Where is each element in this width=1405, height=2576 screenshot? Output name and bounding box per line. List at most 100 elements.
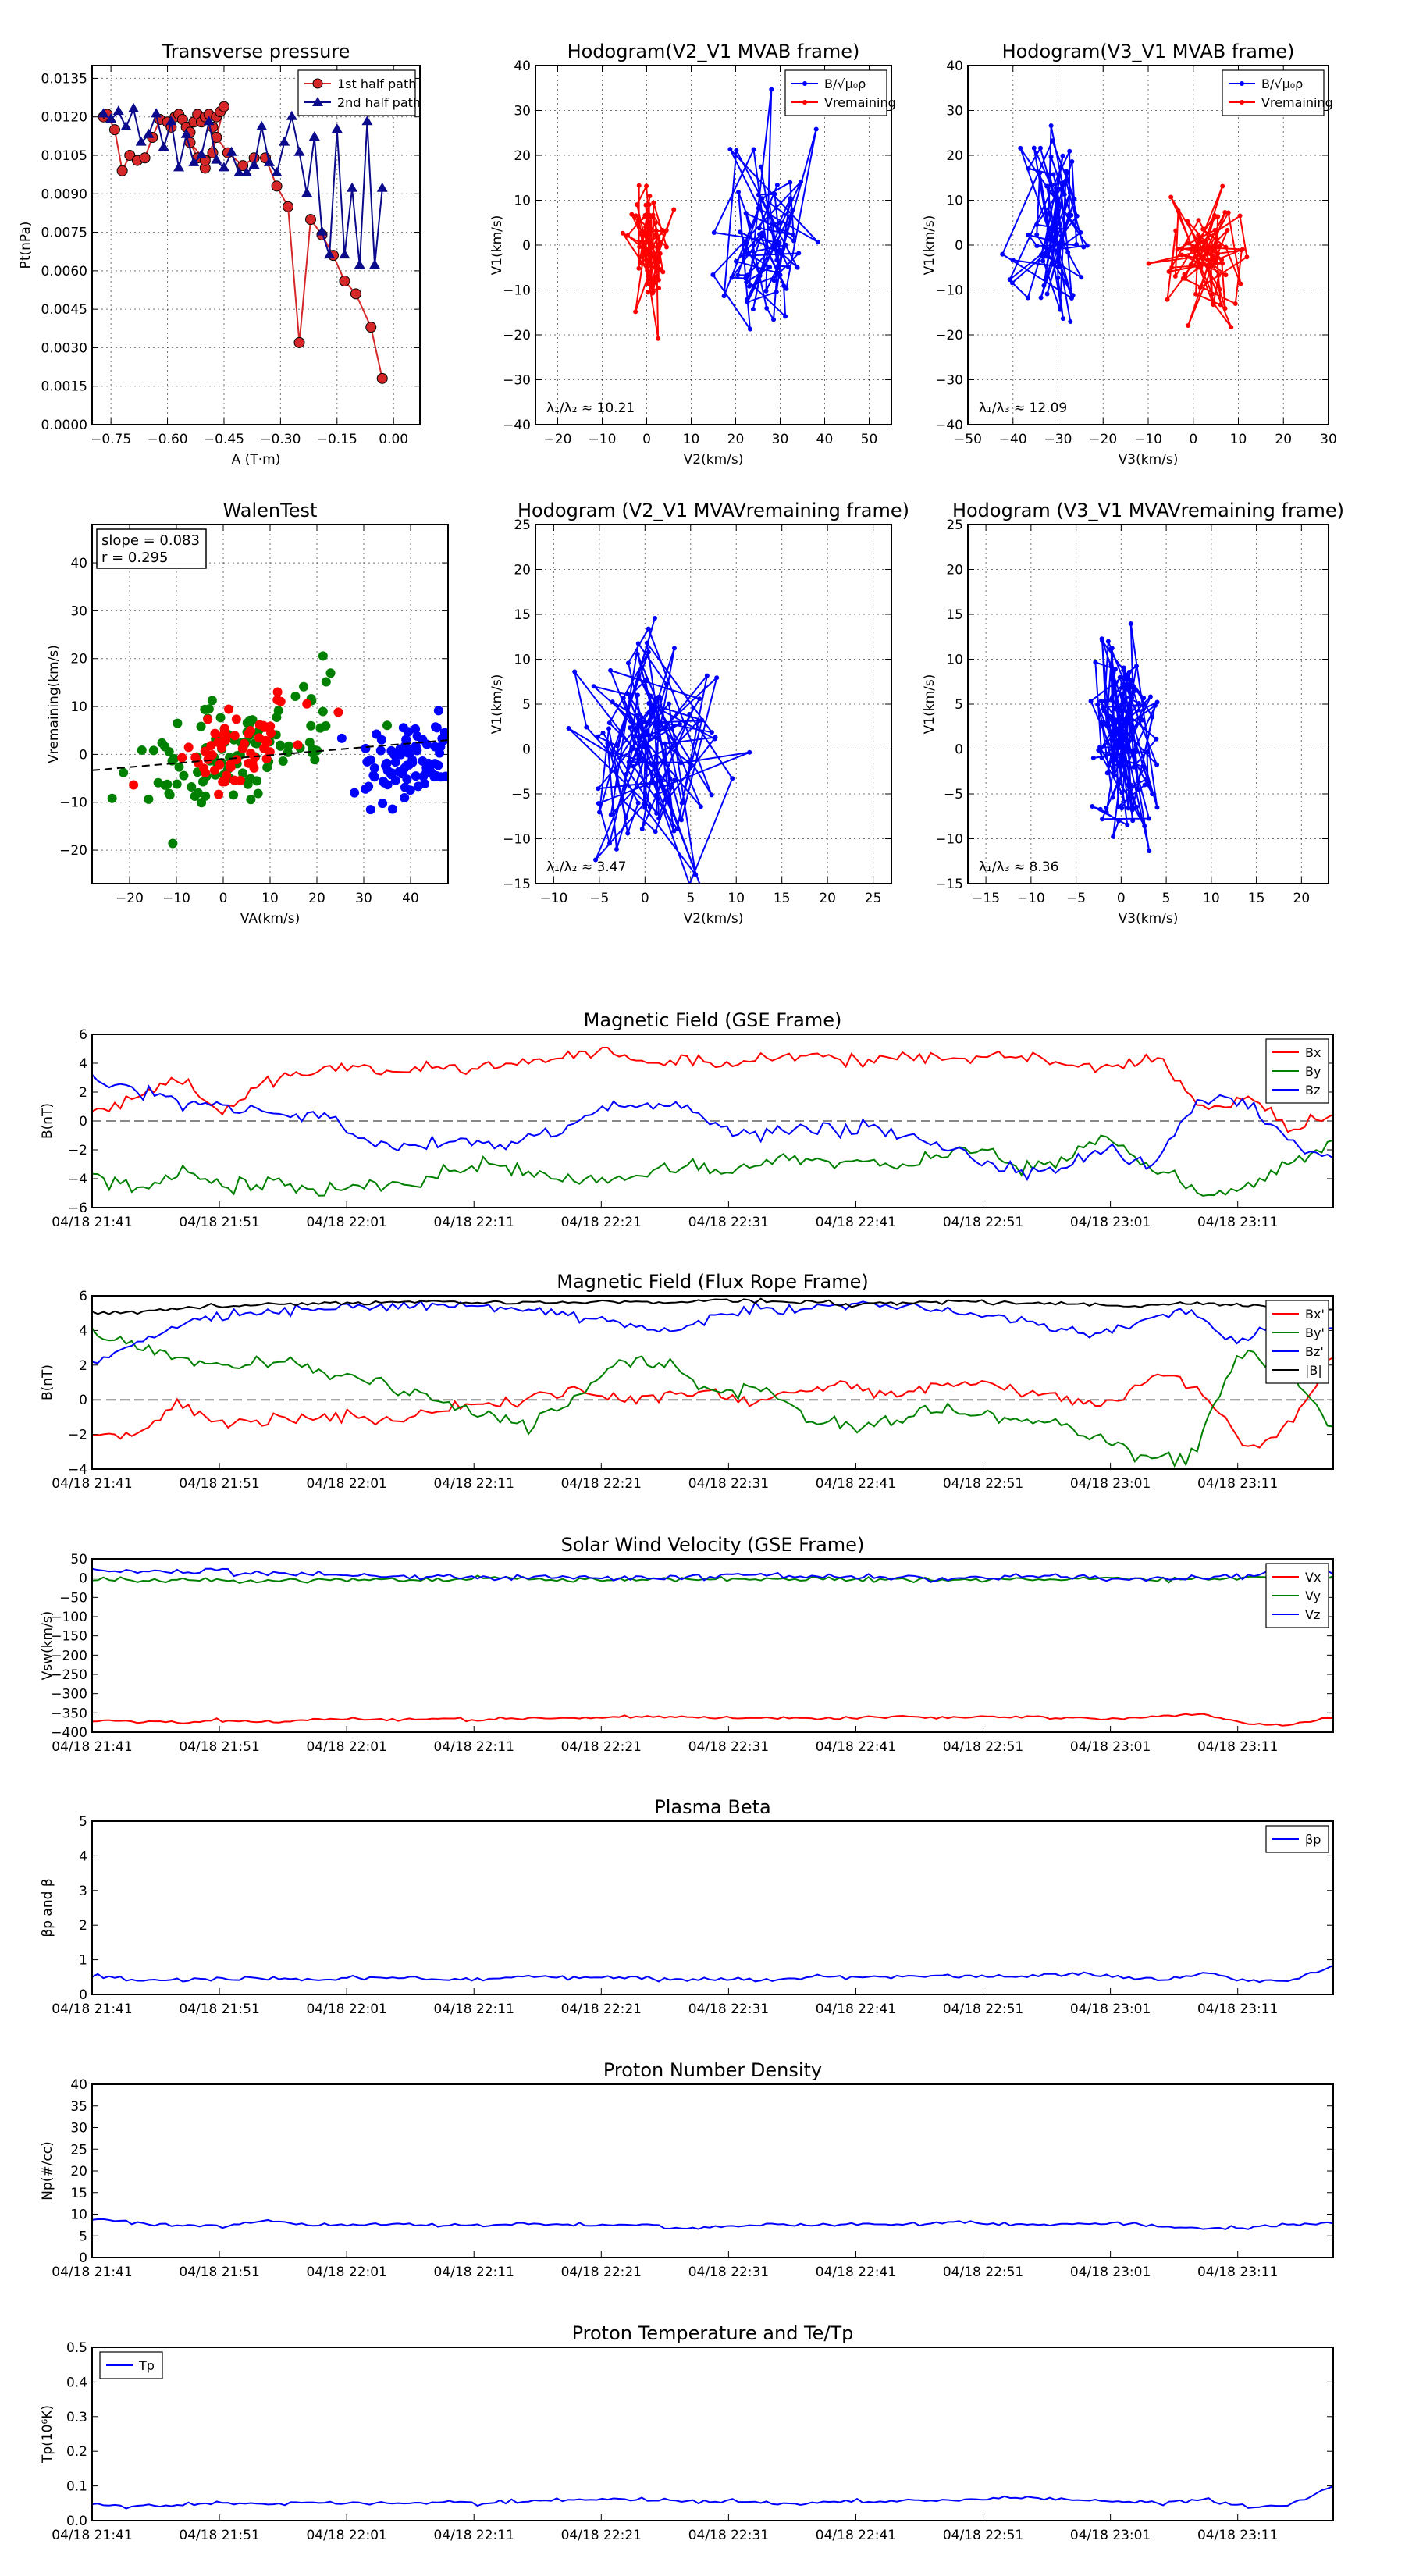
y-tick-label: 10 [946,194,963,209]
y-tick-label: 0.0000 [41,418,87,433]
data-point [302,699,312,709]
data-point [656,694,661,699]
data-point [1102,699,1108,704]
grid [967,65,1329,425]
data-point [653,829,658,834]
data-point [775,263,781,269]
data-point [218,162,229,172]
data-point [1210,254,1215,259]
y-tick-label: −10 [503,832,531,848]
data-point [649,214,654,219]
x-tick-label: −40 [999,432,1027,447]
y-tick-label: −250 [51,1667,87,1683]
data-point [1053,240,1058,246]
data-point [624,691,630,696]
x-tick-label: 04/18 22:01 [306,1739,386,1755]
data-point [697,696,702,702]
y-tick-label: 30 [70,603,87,619]
y-tick-label: 4 [79,1323,87,1339]
y-tick-label: 0 [79,747,87,763]
series-line [92,2218,1333,2231]
legend-label: Vx [1305,1570,1321,1585]
data-point [1185,219,1190,224]
y-tick-label: 30 [514,104,531,119]
x-tick-label: 04/18 22:51 [943,1476,1023,1492]
data-point [614,846,619,852]
data-point [1107,713,1112,719]
data-point [1120,681,1126,687]
data-point [1048,123,1054,129]
chart-tp: Proton Temperature and Te/Tp 0.0 0.1 0.2 0.3… [40,2322,1334,2543]
data-point [1203,238,1208,244]
x-axis-label: A (T·m) [232,452,281,468]
data-point [1048,155,1054,160]
data-point [1121,677,1126,682]
y-tick-label: 0.1 [66,2479,87,2495]
x-tick-label: 04/18 22:41 [816,1739,896,1755]
data-point [177,753,187,763]
x-tick-label: −20 [544,432,572,447]
data-point [764,305,770,311]
legend: Vx Vy Vz [1265,1563,1329,1628]
data-point [365,755,375,765]
data-point [1199,239,1204,244]
data-point [1216,272,1222,278]
data-point [1215,283,1221,289]
data-point [1039,252,1044,258]
data-point [306,720,316,731]
x-tick-label: 5 [1162,891,1171,906]
x-tick-label: 04/18 21:41 [52,1476,132,1492]
data-point [1099,636,1104,642]
data-point [1196,218,1201,223]
data-point [1069,158,1075,164]
legend-label: Tp [138,2358,155,2373]
data-point [232,755,242,765]
data-point [339,249,350,259]
data-point [1053,186,1058,191]
series-line [567,617,750,884]
chart-title: Magnetic Field (GSE Frame) [584,1009,842,1031]
data-point [429,772,439,782]
data-point [203,116,215,126]
x-tick-label: 04/18 23:01 [1070,2001,1151,2017]
data-point [1154,736,1159,742]
chart-title: Hodogram (V2_V1 MVAVremaining frame) [518,500,909,521]
series-line [92,1567,1333,1583]
data-point [646,626,651,632]
data-point [361,743,371,753]
data-point [660,227,665,233]
data-point [745,251,750,256]
plot-frame [967,65,1329,425]
x-tick-label: 04/18 21:41 [52,2001,132,2017]
x-axis-label: V3(km/s) [1119,452,1179,468]
data-point [1199,247,1204,252]
x-tick-label: −10 [539,891,567,906]
data-point [597,809,603,815]
data-point [593,857,599,863]
x-tick-label: 04/18 22:31 [688,2265,769,2280]
x-tick-label: −20 [116,891,144,906]
data-point [1126,806,1131,811]
y-tick-label: 40 [70,556,87,571]
data-point [646,248,652,254]
data-point [290,691,301,701]
data-point [635,692,640,698]
data-point [1152,703,1158,708]
data-point [436,772,446,782]
data-point [1099,755,1104,760]
data-point [151,108,162,118]
data-point [1136,701,1141,706]
data-point [1093,660,1098,665]
x-tick-label: 04/18 22:01 [306,1215,386,1230]
data-point [218,101,229,112]
data-point [1037,145,1043,151]
data-point [1111,765,1116,770]
data-point [651,702,656,707]
data-point [437,734,447,744]
data-point [637,240,642,245]
data-point [1048,172,1053,177]
data-point [233,167,245,176]
data-point [1142,765,1147,770]
x-tick-label: 30 [355,891,372,906]
data-point [1198,265,1204,270]
